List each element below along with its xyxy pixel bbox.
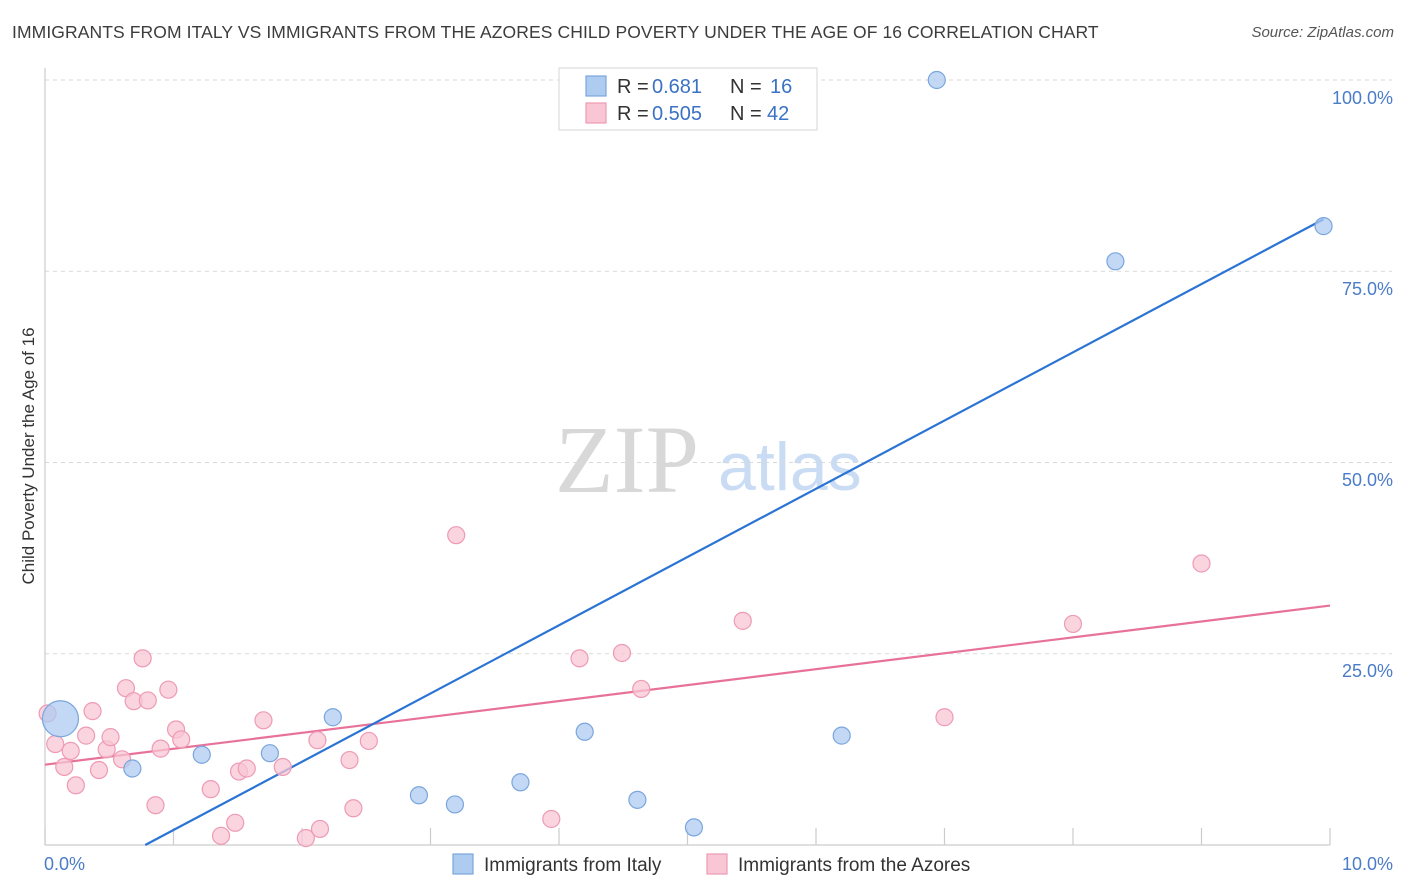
azores-point-37 [632,679,651,699]
azores-point-29 [310,819,330,839]
legend-r-label-azores: R = [617,103,649,125]
italy-point-14 [1314,217,1333,236]
azores-point-39 [935,708,954,727]
azores-point-16 [151,739,170,758]
gridlines [45,79,1392,655]
azores-point-32 [359,731,378,751]
italy-point-8 [575,722,594,741]
legend-r-value-italy: 0.681 [652,76,702,98]
bottom-legend-label-azores: Immigrants from the Azores [738,855,970,876]
italy-point-4 [323,708,342,727]
azores-point-30 [340,750,359,770]
series-legend: Immigrants from Italy Immigrants from th… [452,853,970,876]
azores-point-36 [612,643,632,663]
legend-n-label-italy: N = [730,76,762,98]
y-tick-label-50: 50.0% [1342,470,1393,490]
azores-point-33 [447,526,466,545]
azores-point-31 [344,799,363,818]
y-tick-label-25: 25.0% [1342,661,1393,681]
azores-point-7 [89,760,109,780]
bottom-legend-swatch-italy [452,853,474,875]
y-tick-label-100: 100.0% [1332,88,1393,108]
italy-point-0 [41,700,80,738]
bottom-legend-swatch-azores [706,853,728,875]
trend-lines [44,218,1331,846]
legend-n-value-azores: 42 [767,103,789,125]
legend-swatch-italy [585,75,607,97]
y-tick-label-75: 75.0% [1342,279,1393,299]
azores-point-6 [83,702,102,721]
legend-n-label-azores: N = [730,103,762,125]
italy-point-13 [1106,252,1125,271]
azores-point-19 [172,730,191,749]
azores-point-15 [146,796,165,815]
italy-point-3 [260,744,279,763]
azores-point-34 [542,809,561,829]
watermark-atlas: atlas [718,429,862,505]
watermark-zip: ZIP [555,406,699,513]
azores-point-14 [138,691,157,710]
azores-point-24 [237,759,256,778]
italy-point-11 [832,726,851,745]
azores-point-4 [66,776,85,795]
azores-point-38 [733,611,752,630]
italy-point-10 [684,818,704,837]
y-axis-label: Child Poverty Under the Age of 16 [19,327,38,584]
italy-trend-line [144,218,1325,846]
legend-r-label-italy: R = [617,76,649,98]
italy-point-6 [445,795,465,814]
azores-point-21 [211,826,231,845]
stats-legend: R = 0.681 N = 16 R = 0.505 N = 42 [558,67,818,131]
azores-point-22 [226,813,245,832]
italy-point-1 [123,759,142,778]
italy-point-2 [192,745,211,764]
azores-point-28 [308,731,327,750]
legend-r-value-azores: 0.505 [652,103,702,125]
bottom-legend-label-italy: Immigrants from Italy [484,855,662,876]
data-points [38,70,1333,848]
legend-n-value-italy: 16 [770,76,792,98]
azores-point-35 [570,649,589,668]
azores-point-1 [46,734,65,754]
source-label: Source: ZipAtlas.com [1251,24,1394,41]
azores-point-26 [273,757,292,777]
azores-point-25 [254,711,273,730]
azores-point-9 [101,728,120,747]
azores-point-13 [133,649,152,668]
azores-point-41 [1192,554,1211,573]
italy-point-5 [409,786,429,805]
italy-point-12 [927,70,946,90]
azores-point-27 [296,829,315,848]
x-tick-label-max: 10.0% [1342,854,1393,874]
azores-point-17 [159,680,178,699]
italy-point-7 [511,773,530,792]
italy-point-9 [628,790,647,809]
x-tick-label-min: 0.0% [44,854,85,874]
legend-swatch-azores [585,102,607,124]
chart-title: IMMIGRANTS FROM ITALY VS IMMIGRANTS FROM… [12,22,1099,42]
azores-point-5 [77,726,96,745]
azores-trend-line [44,604,1331,766]
azores-point-40 [1063,614,1083,634]
azores-point-20 [201,780,220,799]
azores-point-3 [61,741,80,761]
azores-point-2 [55,757,74,777]
